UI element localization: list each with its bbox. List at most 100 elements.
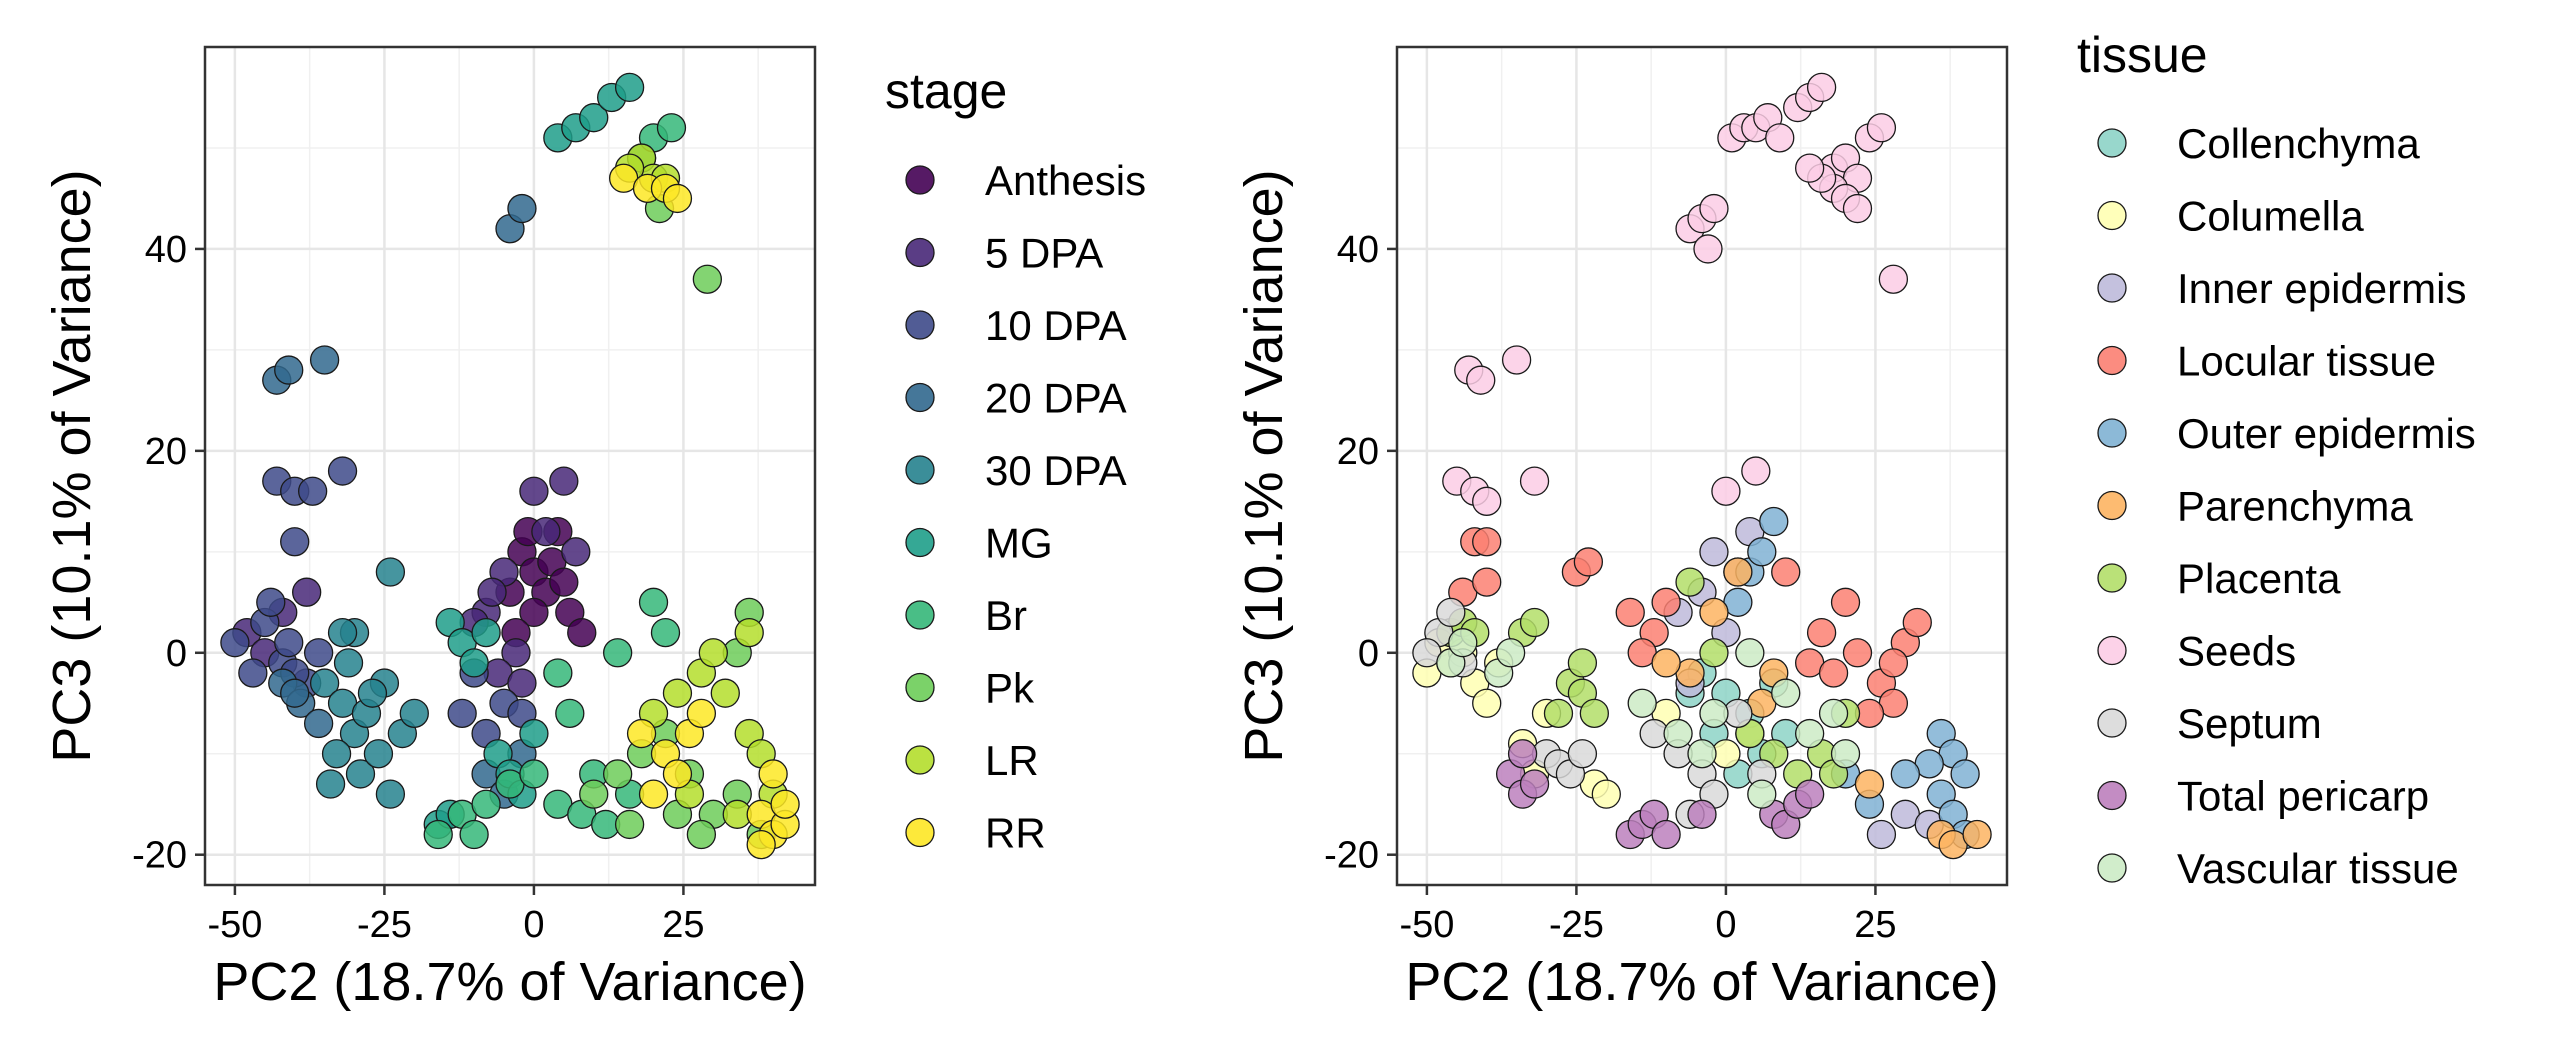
legend: stage Anthesis 5 DPA 10 DPA 20 DPA 30 DPA MG B… xyxy=(885,63,1146,857)
data-point xyxy=(1878,648,1909,678)
data-point xyxy=(1866,819,1897,850)
data-point xyxy=(1472,527,1502,557)
data-point xyxy=(357,678,388,708)
data-point xyxy=(1567,648,1598,678)
data-point xyxy=(309,668,340,698)
legend-label: RR xyxy=(985,810,1046,857)
data-point xyxy=(746,829,776,860)
legend-key xyxy=(2097,345,2127,376)
tissue-scatter-panel: -50 -25 0 25 -20 0 20 40 PC2 (18.7% of Varianc… xyxy=(1234,27,2476,1012)
legend-key xyxy=(2097,200,2127,231)
x-tick-label: -25 xyxy=(357,904,412,946)
y-axis: -20 0 20 40 xyxy=(1324,229,1397,877)
y-axis-title: PC3 (10.1% of Variance) xyxy=(42,169,102,762)
legend-key xyxy=(905,817,935,848)
legend-key xyxy=(2097,128,2127,158)
data-point xyxy=(1830,739,1861,769)
data-point xyxy=(1519,607,1550,638)
data-point xyxy=(1699,698,1729,729)
data-point xyxy=(1591,779,1621,809)
data-point xyxy=(333,648,364,678)
data-point xyxy=(662,759,693,789)
legend-key xyxy=(2097,490,2127,521)
data-point xyxy=(1501,345,1532,375)
stage-scatter-panel: -50 -25 0 25 -20 0 20 40 PC2 (18.7% of Varianc… xyxy=(42,45,1146,1012)
y-tick-label: 20 xyxy=(145,431,187,473)
data-point xyxy=(297,476,328,506)
data-points xyxy=(220,72,800,860)
data-point xyxy=(531,516,561,547)
legend-key xyxy=(905,600,935,630)
data-point xyxy=(1794,153,1825,183)
data-point xyxy=(519,718,549,749)
data-point xyxy=(549,567,579,597)
data-point xyxy=(710,678,740,708)
data-point xyxy=(1651,819,1681,850)
legend-label: MG xyxy=(985,520,1053,567)
legend-label: 20 DPA xyxy=(985,375,1127,422)
data-point xyxy=(1818,658,1849,688)
data-point xyxy=(1962,819,1992,850)
data-point xyxy=(321,739,352,769)
legend-title: stage xyxy=(885,63,1007,119)
x-axis-title: PC2 (18.7% of Variance) xyxy=(213,952,806,1012)
data-point xyxy=(1723,557,1753,587)
data-point xyxy=(1472,567,1502,597)
data-point xyxy=(579,103,609,133)
data-point xyxy=(1699,597,1729,628)
x-axis-title: PC2 (18.7% of Variance) xyxy=(1405,952,1998,1012)
data-point xyxy=(327,617,358,648)
data-point xyxy=(1806,617,1837,648)
legend-label: 10 DPA xyxy=(985,302,1127,349)
data-point xyxy=(1466,365,1496,395)
legend-key xyxy=(2097,563,2127,593)
data-point xyxy=(1543,698,1574,729)
data-point xyxy=(1507,739,1538,769)
data-point xyxy=(447,698,477,729)
data-point xyxy=(698,638,728,668)
data-point xyxy=(459,819,489,850)
data-point xyxy=(459,648,489,678)
data-point xyxy=(1842,638,1873,668)
data-point xyxy=(1627,688,1657,718)
data-point xyxy=(1711,476,1741,506)
legend: tissue Collenchyma Columella Inner epiderm… xyxy=(2077,27,2476,892)
x-tick-label: 25 xyxy=(662,904,704,946)
legend-key xyxy=(2097,418,2127,448)
data-point xyxy=(692,264,723,294)
data-point xyxy=(309,345,340,375)
data-point xyxy=(656,113,687,143)
legend-label: Septum xyxy=(2177,700,2322,747)
data-point xyxy=(602,638,633,668)
data-point xyxy=(1472,688,1502,718)
legend-key xyxy=(905,672,935,703)
data-point xyxy=(1950,759,1980,789)
y-axis-title: PC3 (10.1% of Variance) xyxy=(1234,169,1294,762)
data-point xyxy=(238,658,268,688)
data-point xyxy=(292,577,322,607)
legend-label: Collenchyma xyxy=(2177,120,2420,167)
data-point xyxy=(561,537,591,567)
data-point xyxy=(423,819,453,850)
legend-key xyxy=(2097,780,2127,811)
data-point xyxy=(519,476,549,506)
data-point xyxy=(662,678,693,708)
data-point xyxy=(1741,456,1771,486)
data-point xyxy=(280,527,310,557)
y-tick-label: 0 xyxy=(166,633,187,675)
y-tick-label: 0 xyxy=(1358,633,1379,675)
legend-label: Inner epidermis xyxy=(2177,265,2466,312)
data-point xyxy=(1573,547,1604,577)
legend-label: Columella xyxy=(2177,193,2364,240)
data-point xyxy=(1495,638,1526,668)
data-point xyxy=(1794,779,1825,809)
x-axis: -50 -25 0 25 xyxy=(1399,885,1897,946)
data-point xyxy=(1687,799,1717,829)
data-point xyxy=(626,718,657,749)
y-tick-label: -20 xyxy=(1324,835,1379,877)
legend-key xyxy=(905,310,935,340)
data-point xyxy=(274,355,304,385)
data-point xyxy=(602,759,633,789)
data-point xyxy=(579,779,609,809)
data-point xyxy=(686,819,717,850)
